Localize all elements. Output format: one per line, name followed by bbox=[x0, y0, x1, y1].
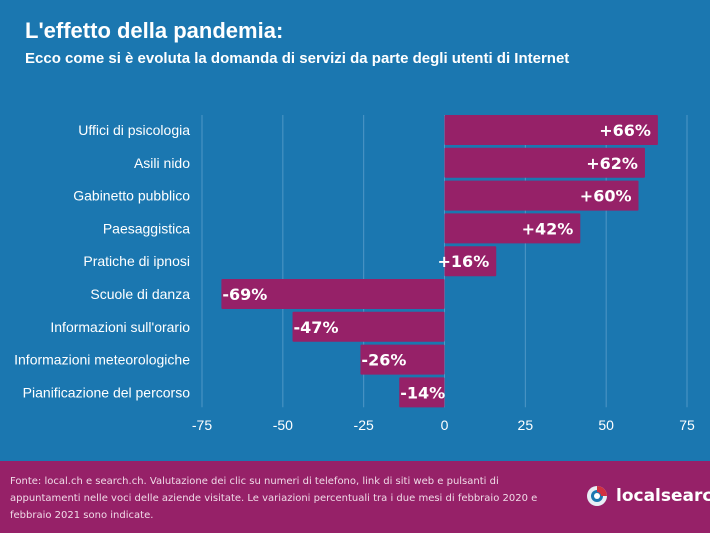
x-tick-label: 75 bbox=[679, 417, 695, 433]
bar bbox=[399, 377, 445, 408]
x-tick-label: 0 bbox=[441, 417, 449, 433]
source-note: Fonte: local.ch e search.ch. Valutazione… bbox=[10, 476, 538, 521]
x-tick-label: -75 bbox=[192, 417, 212, 433]
bar bbox=[444, 180, 639, 211]
bar bbox=[444, 246, 497, 277]
category-label: Paesaggistica bbox=[103, 220, 190, 236]
chart-subtitle: Ecco come si è evoluta la domanda di ser… bbox=[25, 50, 570, 67]
category-label: Informazioni meteorologiche bbox=[14, 352, 190, 368]
logo-text: localsearch bbox=[616, 486, 710, 506]
bar-chart: -75 -50 -25 0 25 50 75 Uffici di psicologia +66%… bbox=[14, 115, 695, 433]
data-label: +42% bbox=[522, 219, 574, 238]
bar bbox=[444, 147, 645, 178]
category-label: Uffici di psicologia bbox=[78, 122, 190, 138]
category-label: Informazioni sull'orario bbox=[50, 319, 190, 335]
data-label: +16% bbox=[438, 252, 490, 271]
category-label: Asili nido bbox=[134, 155, 190, 171]
bar bbox=[360, 344, 445, 375]
category-label: Pianificazione del percorso bbox=[23, 384, 191, 400]
data-label: +60% bbox=[580, 187, 632, 206]
data-label: +66% bbox=[599, 121, 651, 140]
bar bbox=[444, 115, 658, 145]
bar bbox=[444, 213, 581, 244]
category-label: Scuole di danza bbox=[90, 286, 190, 302]
x-tick-label: 25 bbox=[518, 417, 534, 433]
bar bbox=[221, 279, 445, 309]
footer: Fonte: local.ch e search.ch. Valutazione… bbox=[0, 461, 710, 533]
localsearch-logo-icon bbox=[587, 486, 607, 506]
data-label: -14% bbox=[400, 383, 445, 402]
x-tick-label: -50 bbox=[273, 417, 293, 433]
x-tick-label: 50 bbox=[598, 417, 614, 433]
chart-title: L'effetto della pandemia: bbox=[25, 18, 284, 43]
category-label: Pratiche di ipnosi bbox=[83, 253, 190, 269]
data-label: +62% bbox=[586, 154, 638, 173]
localsearch-logo: localsearch bbox=[586, 485, 710, 507]
data-label: -26% bbox=[361, 351, 406, 370]
data-label: -47% bbox=[294, 318, 339, 337]
category-label: Gabinetto pubblico bbox=[73, 188, 190, 204]
bar bbox=[292, 311, 445, 342]
data-label: -69% bbox=[222, 285, 267, 304]
x-tick-label: -25 bbox=[354, 417, 374, 433]
